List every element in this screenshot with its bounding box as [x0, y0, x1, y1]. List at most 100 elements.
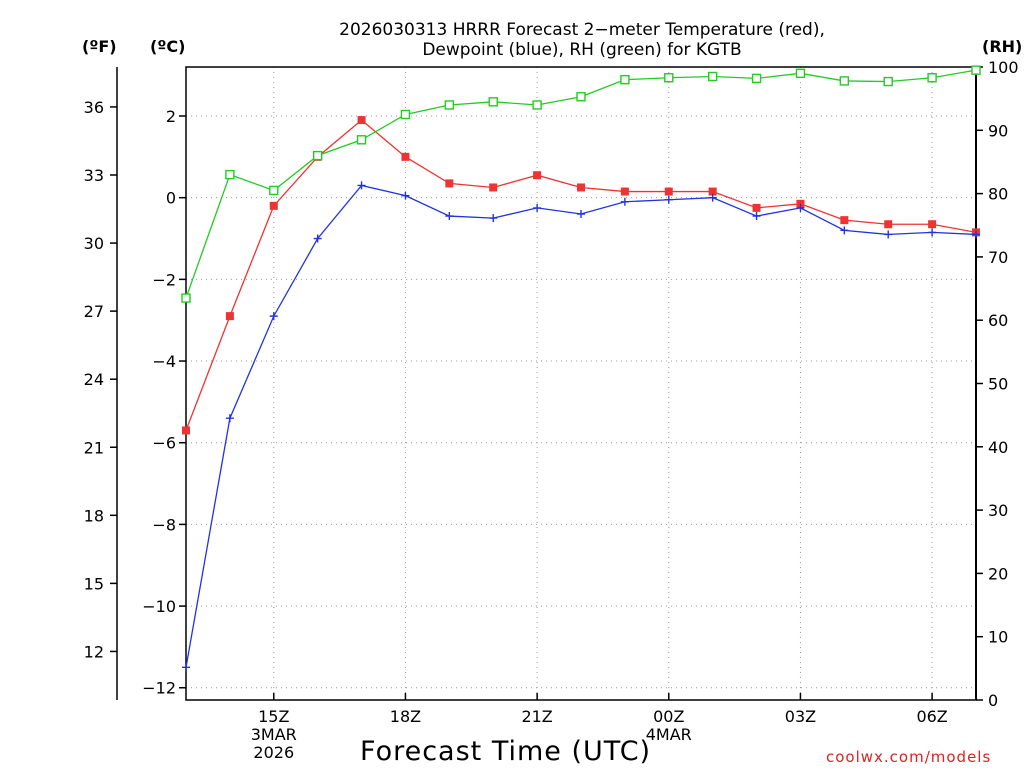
rh-point [971, 65, 981, 75]
dewpoint-point [269, 312, 278, 321]
dewpoint-point [708, 193, 717, 202]
rh-point [181, 293, 191, 303]
fahrenheit-tick-label: 33 [84, 166, 104, 185]
x-tick-label: 18Z [390, 707, 421, 726]
dewpoint-point [445, 212, 454, 221]
rh-point [620, 74, 630, 85]
rh-point [664, 73, 674, 83]
temperature-point [884, 220, 893, 229]
plot-frame [185, 66, 977, 701]
credit-text: coolwx.com/models [826, 748, 991, 766]
dewpoint-point [489, 214, 498, 223]
rh-tick-label: 20 [988, 564, 1008, 583]
temperature-point [840, 216, 849, 225]
rh-point [576, 92, 586, 102]
rh-tick-label: 10 [988, 628, 1008, 647]
rh-point [883, 76, 893, 87]
series-rh [181, 65, 981, 303]
chart-title: 2026030313 HRRR Forecast 2−meter Tempera… [339, 20, 825, 60]
dewpoint-point [664, 195, 673, 204]
rh-point [795, 68, 806, 79]
rh-tick-label: 30 [988, 501, 1008, 520]
axes: 20−2−4−6−8−10−12363330272421181512100908… [84, 58, 1019, 762]
fahrenheit-unit-label: (ºF) [82, 37, 117, 56]
dewpoint-point [752, 212, 761, 221]
rh-point [444, 100, 455, 110]
fahrenheit-tick-label: 15 [84, 574, 104, 593]
temperature-point [225, 312, 234, 321]
dewpoint-point [577, 210, 585, 219]
dewpoint-point [182, 663, 190, 672]
rh-point [225, 169, 235, 180]
rh-point [707, 71, 718, 82]
series-dewpoint [182, 181, 980, 672]
x-tick-label: 00Z [653, 707, 684, 726]
temperature-point [708, 187, 717, 196]
dewpoint-point [840, 226, 849, 235]
celsius-tick-label: −4 [152, 352, 176, 371]
rh-unit-label: (RH) [982, 37, 1022, 56]
fahrenheit-tick-label: 27 [84, 302, 104, 321]
dewpoint-line [185, 184, 977, 668]
x-tick-label: 15Z [258, 707, 289, 726]
dewpoint-point [928, 228, 937, 237]
data-series [181, 65, 981, 672]
rh-tick-label: 80 [988, 185, 1008, 204]
celsius-tick-label: −12 [142, 679, 176, 698]
dewpoint-point [401, 191, 410, 200]
temperature-point [182, 426, 190, 435]
dewpoint-point [313, 234, 322, 243]
dewpoint-point [533, 203, 542, 212]
title-line-1: 2026030313 HRRR Forecast 2−meter Tempera… [339, 20, 825, 40]
fahrenheit-tick-label: 30 [84, 234, 104, 253]
dewpoint-point [796, 203, 805, 212]
fahrenheit-tick-label: 36 [84, 98, 104, 117]
dewpoint-point [620, 197, 629, 206]
fahrenheit-tick-label: 18 [84, 506, 104, 525]
x-tick-label: 21Z [521, 707, 552, 726]
temperature-point [664, 187, 673, 196]
rh-tick-label: 40 [988, 438, 1008, 457]
temperature-point [401, 152, 410, 161]
dewpoint-point [884, 230, 893, 239]
rh-point [312, 150, 323, 161]
rh-tick-label: 90 [988, 121, 1008, 140]
temperature-point [269, 201, 278, 210]
dewpoint-point [972, 230, 980, 239]
rh-point [400, 109, 411, 120]
title-line-2: Dewpoint (blue), RH (green) for KGTB [422, 40, 741, 60]
rh-point [839, 76, 850, 86]
rh-point [356, 135, 367, 145]
temperature-point [928, 220, 937, 229]
rh-tick-label: 100 [988, 58, 1019, 77]
x-tick-sublabel: 2026 [253, 743, 294, 762]
grid-lines [186, 67, 976, 700]
celsius-tick-label: −2 [152, 270, 176, 289]
rh-point [488, 97, 498, 107]
celsius-unit-label: (ºC) [150, 37, 185, 56]
x-tick-label: 06Z [916, 707, 947, 726]
x-tick-sublabel: 3MAR [251, 725, 297, 744]
celsius-tick-label: −6 [152, 434, 176, 453]
temperature-point [445, 179, 454, 188]
rh-tick-label: 60 [988, 311, 1008, 330]
temperature-point [533, 171, 542, 180]
rh-point [927, 73, 937, 83]
celsius-tick-label: 2 [166, 107, 176, 126]
rh-tick-label: 70 [988, 248, 1008, 267]
temperature-point [577, 183, 585, 192]
celsius-tick-label: 0 [166, 189, 176, 208]
fahrenheit-tick-label: 21 [84, 438, 104, 457]
x-tick-label: 03Z [785, 707, 816, 726]
temperature-point [357, 116, 366, 125]
fahrenheit-tick-label: 12 [84, 642, 104, 661]
rh-point [269, 185, 279, 196]
x-tick-sublabel: 4MAR [646, 725, 692, 744]
temperature-point [489, 183, 498, 192]
dewpoint-point [357, 181, 366, 190]
dewpoint-point [225, 414, 234, 423]
rh-tick-label: 50 [988, 375, 1008, 394]
rh-point [751, 73, 762, 84]
x-axis-label: Forecast Time (UTC) [360, 736, 651, 767]
